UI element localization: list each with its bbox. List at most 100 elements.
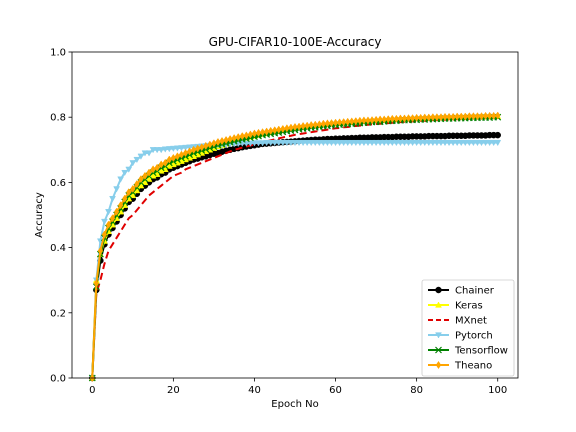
chart-title: GPU-CIFAR10-100E-Accuracy [209, 35, 382, 49]
data-point-theano [320, 119, 327, 128]
legend-item-keras: Keras [428, 301, 483, 312]
data-point-pytorch [129, 160, 137, 167]
data-point-theano [316, 120, 323, 129]
data-point-pytorch [474, 139, 481, 147]
data-point-pytorch [141, 150, 149, 157]
data-point-theano [113, 207, 120, 216]
data-point-theano [458, 112, 464, 121]
data-point-theano [292, 122, 298, 132]
data-point-theano [454, 112, 460, 121]
data-point-theano [397, 114, 404, 123]
data-point-theano [146, 168, 152, 177]
y-tick-label: 0.4 [50, 243, 66, 254]
legend-marker-theano [435, 360, 442, 370]
data-point-theano [478, 112, 485, 121]
data-point-pytorch [461, 139, 469, 147]
data-point-theano [409, 114, 416, 123]
x-tick-label: 80 [410, 385, 423, 396]
data-point-theano [126, 188, 132, 197]
legend-item-chainer: Chainer [428, 286, 495, 297]
data-point-theano [422, 113, 428, 122]
data-point-pytorch [356, 139, 364, 147]
data-point-pytorch [384, 139, 392, 147]
data-point-pytorch [133, 156, 141, 164]
legend-label-pytorch: Pytorch [455, 331, 493, 342]
data-point-theano [251, 129, 258, 138]
data-point-pytorch [421, 139, 429, 147]
data-point-theano [377, 115, 383, 124]
data-point-pytorch [457, 139, 465, 147]
data-point-pytorch [376, 139, 384, 147]
legend-label-theano: Theano [454, 361, 492, 372]
x-axis-ticks: 0 20 40 60 80 100 [89, 378, 507, 396]
data-point-pytorch [121, 169, 129, 177]
data-point-pytorch [283, 139, 291, 147]
data-point-pytorch [490, 139, 498, 147]
data-point-pytorch [409, 139, 417, 147]
data-point-theano [162, 158, 168, 167]
data-point-pytorch [437, 139, 445, 147]
data-point-theano [105, 220, 112, 229]
data-point-theano [93, 279, 100, 288]
data-point-pytorch [469, 139, 477, 147]
y-tick-label: 1.0 [50, 48, 66, 59]
series-layer [88, 111, 502, 383]
data-point-theano [426, 113, 432, 122]
legend: Chainer Keras MXnet Pytorch Tensorflow Theano [421, 279, 515, 377]
data-point-theano [158, 160, 164, 169]
x-tick-label: 40 [248, 385, 261, 396]
data-point-theano [442, 112, 448, 121]
data-point-theano [361, 116, 367, 125]
data-point-theano [272, 126, 278, 135]
data-point-pytorch [425, 139, 433, 147]
data-point-theano [324, 119, 331, 128]
data-point-pytorch [413, 139, 421, 147]
legend-label-keras: Keras [455, 301, 483, 312]
data-point-pytorch [465, 139, 473, 147]
data-point-pytorch [307, 139, 315, 147]
data-point-theano [154, 163, 160, 172]
data-point-pytorch [449, 139, 457, 147]
data-point-pytorch [401, 139, 408, 147]
y-tick-label: 0.2 [50, 308, 66, 319]
data-point-theano [288, 123, 294, 132]
legend-marker-pytorch [435, 332, 442, 339]
series-theano [89, 111, 501, 383]
data-point-theano [438, 113, 444, 122]
data-point-theano [142, 171, 148, 180]
data-point-pytorch [368, 139, 376, 147]
data-point-theano [353, 117, 359, 126]
data-point-theano [417, 113, 424, 122]
data-point-theano [446, 112, 452, 121]
data-point-pytorch [360, 139, 368, 147]
data-point-pytorch [429, 139, 437, 147]
data-point-pytorch [182, 144, 189, 152]
data-point-theano [345, 117, 351, 126]
legend-label-chainer: Chainer [455, 286, 495, 297]
data-point-pytorch [441, 139, 449, 147]
x-tick-label: 100 [488, 385, 507, 396]
data-point-theano [263, 127, 270, 136]
data-point-pytorch [267, 139, 275, 147]
data-point-theano [178, 150, 185, 159]
data-point-pytorch [255, 140, 262, 147]
data-point-theano [239, 132, 245, 141]
data-point-pytorch [105, 209, 112, 216]
series-mxnet [91, 116, 498, 379]
y-axis-ticks: 0.0 0.2 0.4 0.6 0.8 1.0 [50, 48, 72, 385]
data-point-theano [401, 114, 408, 123]
data-point-pytorch [372, 139, 380, 147]
data-point-theano [328, 119, 335, 128]
x-tick-label: 20 [167, 385, 180, 396]
data-point-pytorch [332, 139, 339, 147]
legend-marker-chainer [435, 286, 442, 294]
x-tick-label: 0 [89, 385, 95, 396]
data-point-theano [462, 112, 468, 121]
data-point-pytorch [165, 146, 173, 153]
data-point-theano [130, 184, 136, 193]
data-point-theano [138, 175, 144, 184]
data-point-pytorch [137, 153, 145, 160]
data-point-pytorch [271, 139, 279, 147]
data-point-theano [267, 126, 274, 135]
data-point-pytorch [303, 139, 311, 147]
